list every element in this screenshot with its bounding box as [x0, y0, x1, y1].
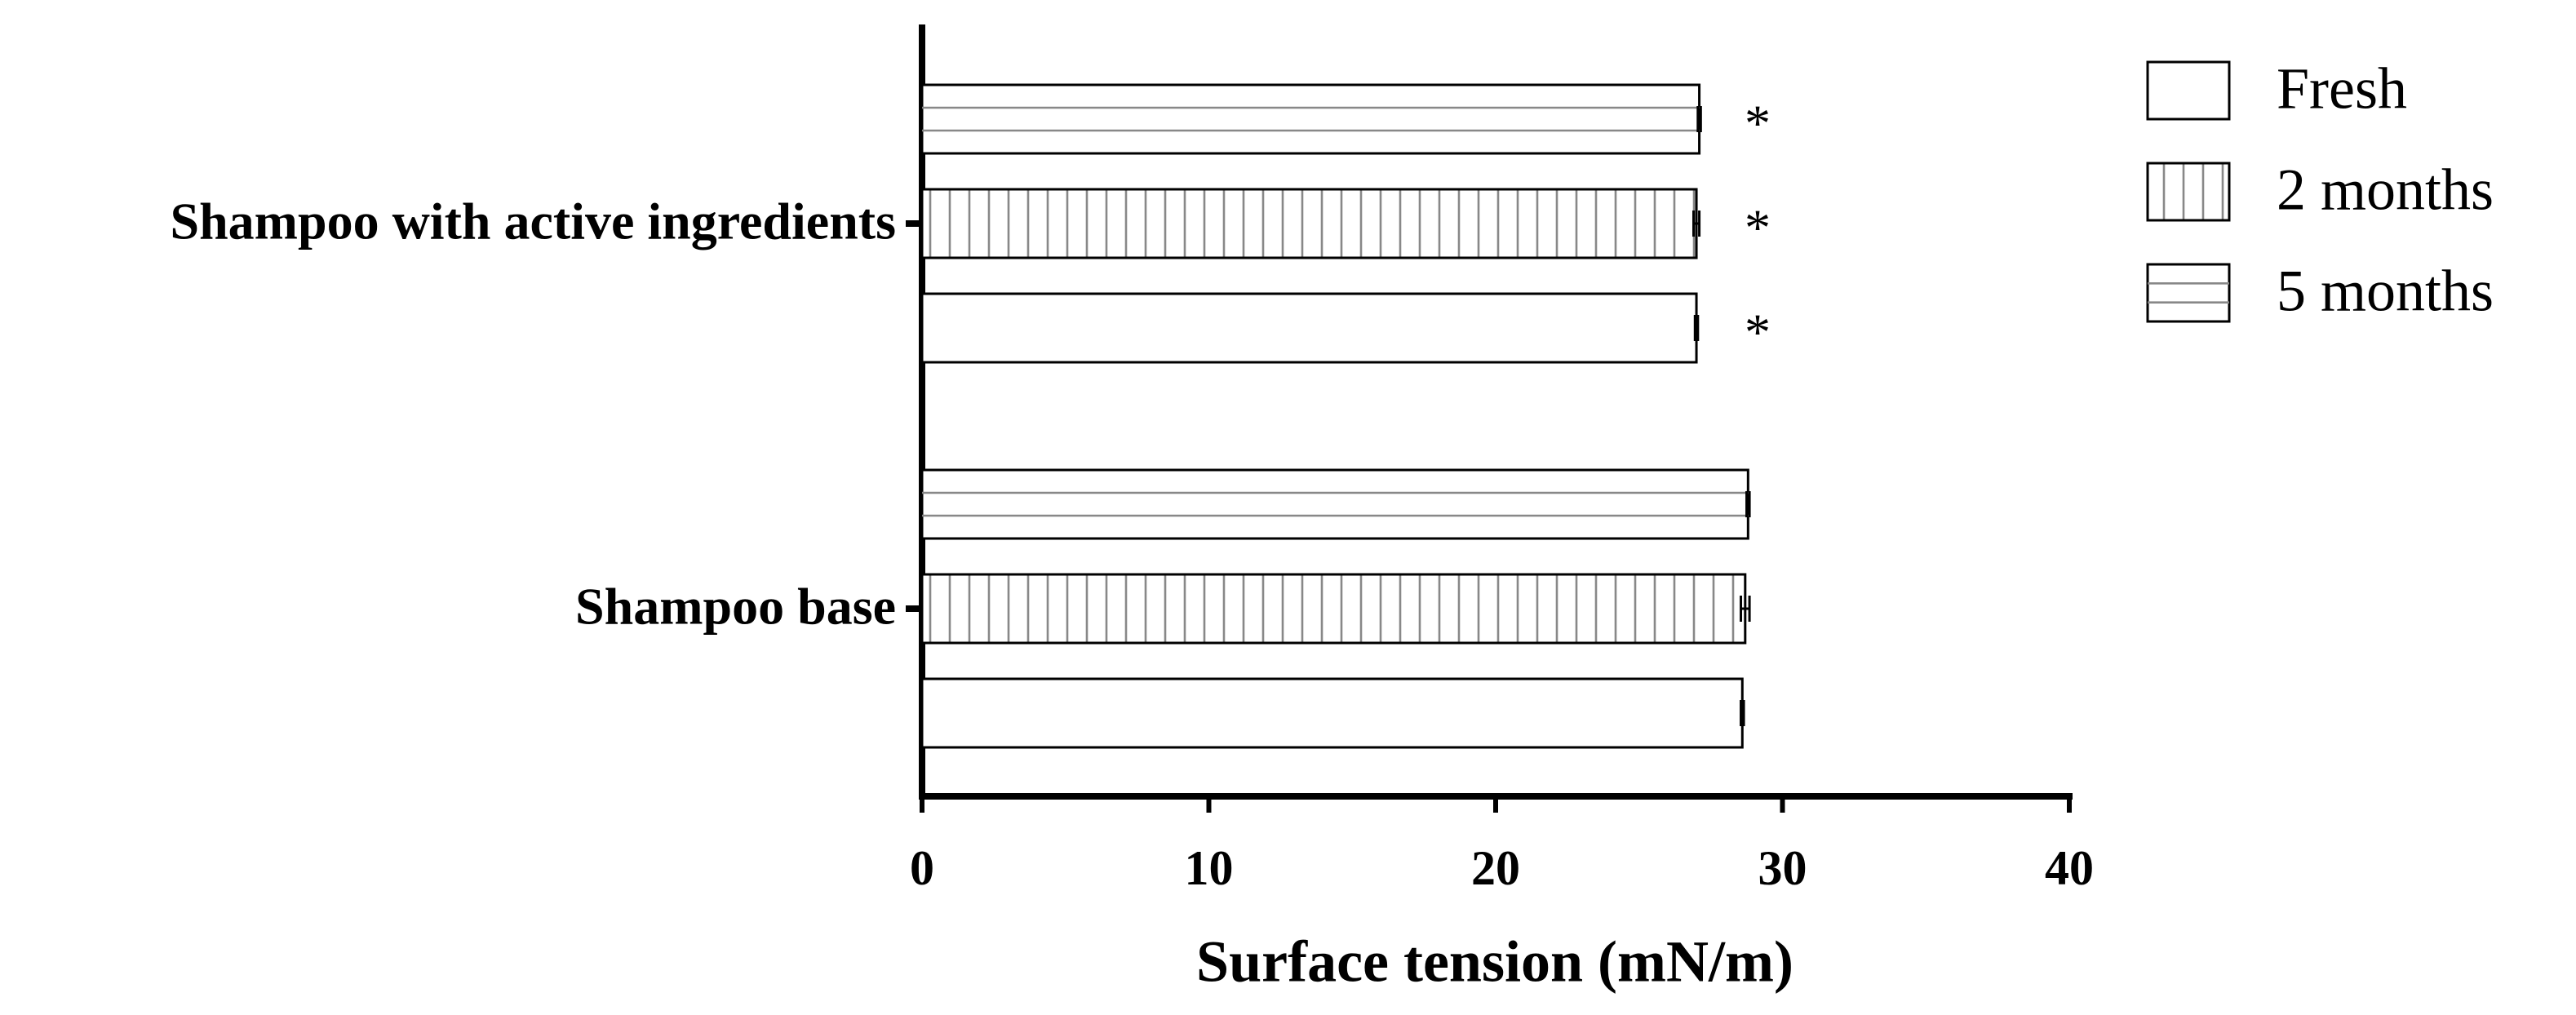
bar	[920, 468, 1749, 540]
bar	[920, 83, 1701, 155]
legend-label: 5 months	[2277, 259, 2494, 324]
bar	[920, 292, 1698, 364]
y-tick-label: Shampoo with active ingredients	[170, 193, 896, 250]
legend-swatch	[2146, 263, 2231, 323]
bar	[920, 677, 1744, 749]
legend-label: Fresh	[2277, 56, 2407, 122]
legend-label: 2 months	[2277, 157, 2494, 223]
legend-swatch	[2146, 60, 2231, 121]
x-axis-label: Surface tension (mN/m)	[1196, 929, 1793, 995]
significance-mark: *	[1745, 304, 1771, 361]
x-tick-label: 0	[910, 841, 934, 895]
x-tick-label: 30	[1758, 841, 1807, 895]
significance-mark: *	[1745, 199, 1771, 257]
x-tick-label: 10	[1185, 841, 1234, 895]
x-tick-label: 20	[1471, 841, 1520, 895]
legend-swatch	[2146, 162, 2231, 222]
x-tick-label: 40	[2045, 841, 2094, 895]
y-tick-label: Shampoo base	[575, 578, 896, 636]
bar	[920, 573, 1747, 645]
significance-mark: *	[1745, 95, 1771, 153]
bar	[920, 188, 1698, 259]
